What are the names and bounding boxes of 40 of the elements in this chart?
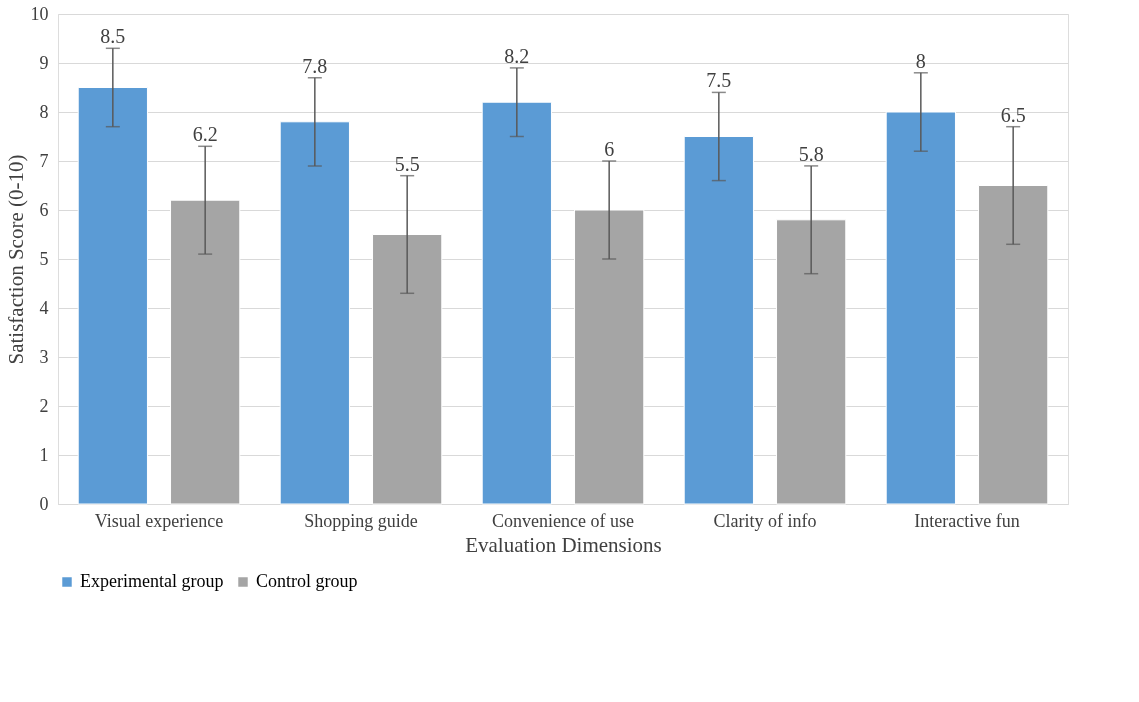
bar bbox=[372, 234, 443, 505]
legend-label: Experimental group bbox=[80, 571, 224, 591]
data-label: 6.2 bbox=[192, 123, 218, 146]
x-tick-label: Interactive fun bbox=[914, 510, 1020, 531]
bar bbox=[574, 209, 645, 505]
data-label: 7.8 bbox=[302, 54, 328, 77]
y-tick-label: 4 bbox=[39, 297, 49, 318]
data-label: 8.5 bbox=[100, 25, 126, 48]
x-tick-label: Convenience of use bbox=[492, 510, 634, 531]
bar bbox=[481, 101, 552, 505]
data-label: 6 bbox=[604, 138, 615, 160]
x-tick-label: Shopping guide bbox=[304, 510, 418, 531]
data-label: 8 bbox=[915, 49, 926, 72]
y-tick-label: 8 bbox=[39, 101, 49, 122]
legend-label: Control group bbox=[256, 571, 358, 591]
y-tick-label: 10 bbox=[30, 3, 49, 24]
bar bbox=[279, 121, 350, 505]
y-tick-label: 6 bbox=[39, 199, 49, 220]
bar bbox=[978, 185, 1049, 505]
data-label: 8.2 bbox=[504, 44, 530, 67]
x-tick-label: Visual experience bbox=[94, 510, 224, 531]
data-label: 7.5 bbox=[706, 69, 732, 92]
bar bbox=[683, 136, 754, 505]
y-tick-label: 3 bbox=[39, 346, 49, 367]
bar bbox=[170, 199, 241, 505]
data-label: 5.5 bbox=[394, 152, 420, 175]
data-label: 5.8 bbox=[798, 142, 824, 165]
x-axis-title: Evaluation Dimensions bbox=[465, 532, 662, 557]
x-tick-label: Clarity of info bbox=[713, 510, 817, 531]
bar bbox=[885, 111, 956, 505]
data-label: 6.5 bbox=[1000, 103, 1026, 126]
y-tick-label: 9 bbox=[39, 52, 49, 73]
y-tick-label: 0 bbox=[39, 493, 49, 514]
bar bbox=[77, 87, 148, 505]
bar bbox=[776, 219, 847, 505]
y-tick-label: 5 bbox=[39, 248, 49, 269]
y-axis-title: Satisfaction Score (0-10) bbox=[3, 154, 28, 365]
y-tick-label: 7 bbox=[39, 150, 49, 171]
y-tick-label: 2 bbox=[39, 395, 49, 416]
y-tick-label: 1 bbox=[39, 444, 49, 465]
